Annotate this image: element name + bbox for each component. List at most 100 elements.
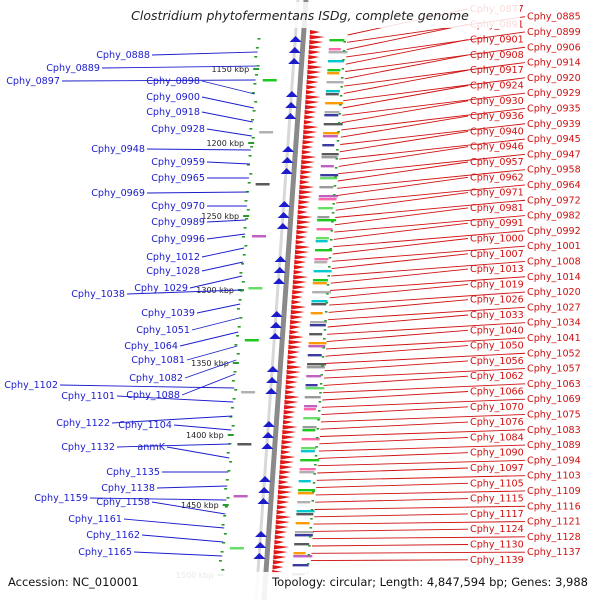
gene-label-left[interactable]: Cphy_1122: [56, 418, 110, 429]
gene-label-right[interactable]: Cphy_1121: [527, 517, 581, 528]
gene-label-right[interactable]: Cphy_0972: [527, 195, 581, 206]
gene-label-right[interactable]: Cphy_0914: [527, 58, 581, 69]
gene-label-right[interactable]: Cphy_1130: [470, 540, 524, 551]
gene-label-left[interactable]: Cphy_1081: [131, 355, 185, 366]
gene-label-right[interactable]: Cphy_1094: [527, 455, 581, 466]
gene-label-right[interactable]: Cphy_1040: [470, 325, 524, 336]
gene-label-right[interactable]: Cphy_1128: [527, 532, 581, 543]
gene-label-left[interactable]: Cphy_1161: [68, 514, 122, 525]
gene-label-right[interactable]: Cphy_1124: [470, 524, 524, 535]
gene-label-right[interactable]: Cphy_0992: [527, 226, 581, 237]
gene-label-left[interactable]: Cphy_1088: [126, 390, 180, 401]
gene-label-right[interactable]: Cphy_0899: [527, 27, 581, 38]
gene-label-right[interactable]: Cphy_1109: [527, 486, 581, 497]
gene-label-right[interactable]: Cphy_0946: [470, 142, 524, 153]
gene-label-right[interactable]: Cphy_0908: [470, 50, 524, 61]
gene-label-right[interactable]: Cphy_1116: [527, 501, 581, 512]
gene-label-left[interactable]: Cphy_0888: [96, 50, 150, 61]
gene-label-right[interactable]: Cphy_0981: [470, 203, 524, 214]
gene-label-right[interactable]: Cphy_0940: [470, 126, 524, 137]
gene-label-right[interactable]: Cphy_1075: [527, 409, 581, 420]
gene-label-left[interactable]: Cphy_1038: [71, 289, 125, 300]
gene-label-right[interactable]: Cphy_1013: [470, 264, 524, 275]
gene-label-right[interactable]: Cphy_1090: [470, 448, 524, 459]
gene-label-left[interactable]: Cphy_0897: [6, 76, 60, 87]
gene-label-left[interactable]: Cphy_0965: [151, 173, 205, 184]
gene-label-left[interactable]: Cphy_1138: [101, 483, 155, 494]
gene-label-right[interactable]: Cphy_1056: [470, 356, 524, 367]
gene-label-left[interactable]: Cphy_1082: [129, 373, 183, 384]
gene-label-right[interactable]: Cphy_0906: [527, 42, 581, 53]
gene-label-right[interactable]: Cphy_1033: [470, 310, 524, 321]
gene-label-right[interactable]: Cphy_0924: [470, 81, 524, 92]
gene-label-right[interactable]: Cphy_1062: [470, 371, 524, 382]
gene-label-left[interactable]: Cphy_1064: [124, 341, 178, 352]
gene-label-left[interactable]: Cphy_1165: [78, 547, 132, 558]
gene-label-right[interactable]: Cphy_0945: [527, 134, 581, 145]
gene-label-left[interactable]: Cphy_0989: [151, 217, 205, 228]
gene-label-right[interactable]: Cphy_1084: [470, 432, 524, 443]
gene-label-right[interactable]: Cphy_1105: [470, 478, 524, 489]
gene-label-right[interactable]: Cphy_1076: [470, 417, 524, 428]
gene-label-left[interactable]: Cphy_0918: [146, 107, 200, 118]
gene-label-right[interactable]: Cphy_0957: [470, 157, 524, 168]
gene-label-right[interactable]: Cphy_0991: [470, 218, 524, 229]
gene-label-right[interactable]: Cphy_1027: [527, 302, 581, 313]
gene-label-left[interactable]: Cphy_1012: [146, 252, 200, 263]
gene-label-left[interactable]: Cphy_0996: [151, 234, 205, 245]
gene-label-left[interactable]: Cphy_1051: [136, 325, 190, 336]
gene-label-left[interactable]: Cphy_0889: [46, 63, 100, 74]
gene-label-right[interactable]: Cphy_0935: [527, 103, 581, 114]
gene-label-left[interactable]: Cphy_1039: [141, 308, 195, 319]
gene-label-right[interactable]: Cphy_0982: [527, 211, 581, 222]
gene-label-right[interactable]: Cphy_1034: [527, 318, 581, 329]
gene-label-left[interactable]: Cphy_0900: [146, 92, 200, 103]
gene-label-left[interactable]: anmK: [137, 442, 165, 453]
gene-label-right[interactable]: Cphy_0964: [527, 180, 581, 191]
gene-label-left[interactable]: Cphy_0959: [151, 157, 205, 168]
gene-label-right[interactable]: Cphy_0917: [470, 65, 524, 76]
gene-label-left[interactable]: Cphy_1162: [86, 530, 140, 541]
gene-label-right[interactable]: Cphy_0962: [470, 172, 524, 183]
gene-label-right[interactable]: Cphy_1041: [527, 333, 581, 344]
gene-label-right[interactable]: Cphy_1000: [470, 234, 524, 245]
gene-label-right[interactable]: Cphy_0920: [527, 73, 581, 84]
gene-label-left[interactable]: Cphy_1028: [146, 266, 200, 277]
gene-label-right[interactable]: Cphy_1026: [470, 295, 524, 306]
gene-label-right[interactable]: Cphy_1137: [527, 547, 581, 558]
gene-label-right[interactable]: Cphy_1083: [527, 425, 581, 436]
gene-label-right[interactable]: Cphy_1089: [527, 440, 581, 451]
gene-label-right[interactable]: Cphy_1063: [527, 379, 581, 390]
gene-label-left[interactable]: Cphy_0970: [151, 201, 205, 212]
gene-label-right[interactable]: Cphy_1057: [527, 364, 581, 375]
gene-label-right[interactable]: Cphy_0958: [527, 165, 581, 176]
gene-label-right[interactable]: Cphy_0947: [527, 149, 581, 160]
gene-label-right[interactable]: Cphy_0901: [470, 35, 524, 46]
gene-label-right[interactable]: Cphy_1069: [527, 394, 581, 405]
gene-label-left[interactable]: Cphy_1104: [118, 420, 172, 431]
gene-label-left[interactable]: Cphy_0969: [91, 188, 145, 199]
gene-label-right[interactable]: Cphy_1066: [470, 387, 524, 398]
gene-label-right[interactable]: Cphy_0929: [527, 88, 581, 99]
gene-label-left[interactable]: Cphy_1101: [61, 391, 115, 402]
gene-label-right[interactable]: Cphy_1001: [527, 241, 581, 252]
gene-label-right[interactable]: Cphy_1007: [470, 249, 524, 260]
gene-label-left[interactable]: Cphy_0948: [91, 144, 145, 155]
gene-label-right[interactable]: Cphy_1020: [527, 287, 581, 298]
gene-label-left[interactable]: Cphy_0898: [146, 76, 200, 87]
gene-label-right[interactable]: Cphy_1115: [470, 494, 524, 505]
gene-label-right[interactable]: Cphy_1117: [470, 509, 524, 520]
gene-label-right[interactable]: Cphy_1139: [470, 555, 524, 566]
gene-label-right[interactable]: Cphy_0939: [527, 119, 581, 130]
gene-label-right[interactable]: Cphy_0936: [470, 111, 524, 122]
gene-label-right[interactable]: Cphy_1103: [527, 471, 581, 482]
gene-label-right[interactable]: Cphy_0971: [470, 188, 524, 199]
gene-label-right[interactable]: Cphy_1052: [527, 348, 581, 359]
gene-label-right[interactable]: Cphy_1014: [527, 272, 581, 283]
gene-label-left[interactable]: Cphy_1135: [106, 467, 160, 478]
gene-label-right[interactable]: Cphy_1070: [470, 402, 524, 413]
gene-label-right[interactable]: Cphy_1019: [470, 279, 524, 290]
gene-label-right[interactable]: Cphy_1050: [470, 341, 524, 352]
gene-label-left[interactable]: Cphy_1102: [4, 380, 58, 391]
gene-label-right[interactable]: Cphy_1097: [470, 463, 524, 474]
